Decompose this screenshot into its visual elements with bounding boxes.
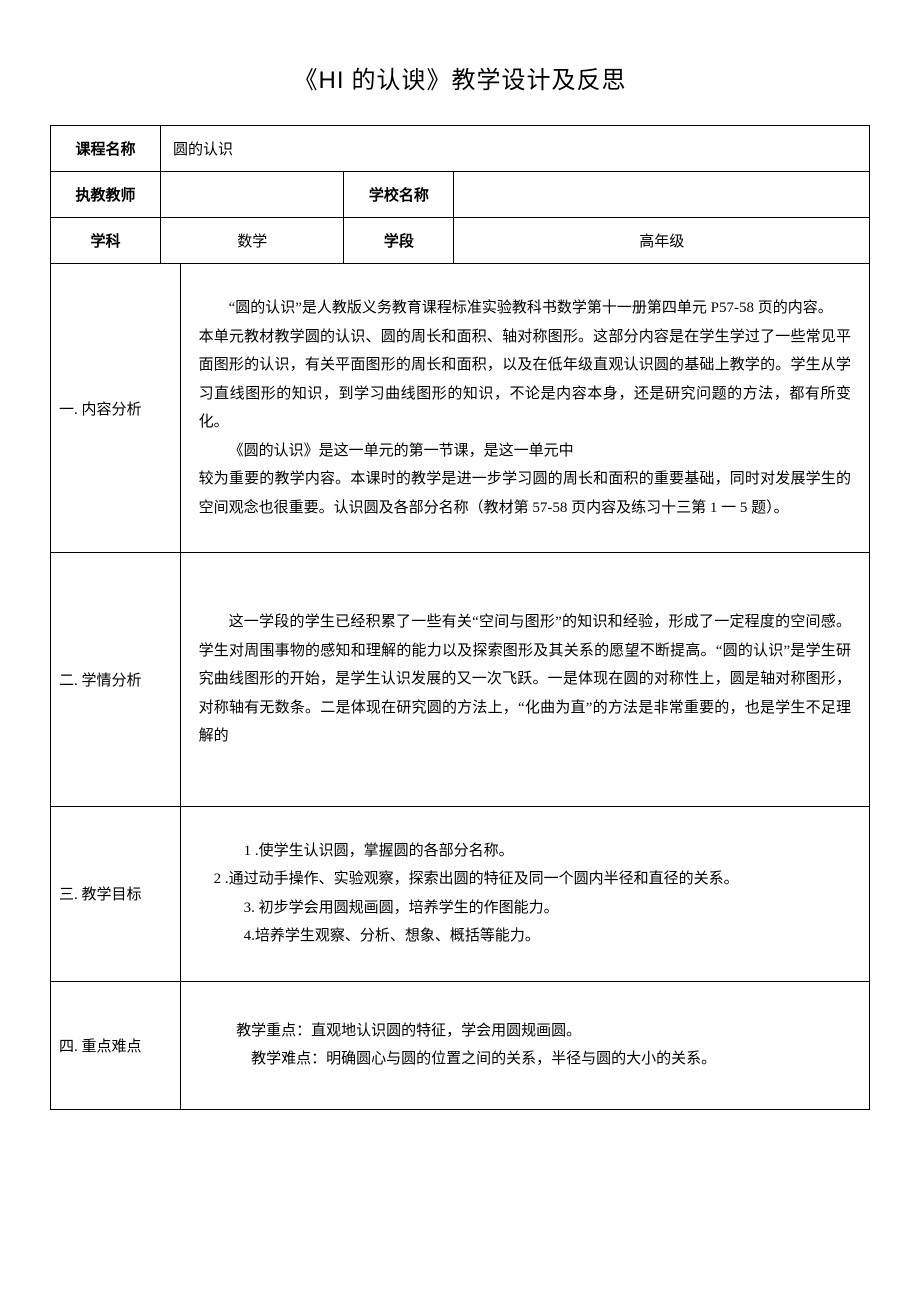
teaching-goals-body: 1 .使学生认识圆，掌握圆的各部分名称。 2 .通过动手操作、实验观察，探索出圆… [180, 806, 869, 981]
grade-value: 高年级 [454, 218, 870, 264]
key-points-body: 教学重点：直观地认识圆的特征，学会用圆规画圆。 教学难点：明确圆心与圆的位置之间… [180, 981, 869, 1109]
lesson-plan-table: 课程名称 圆的认识 执教教师 学校名称 学科 数学 学段 高年级 一. 内容分析… [50, 125, 870, 1110]
course-name-value: 圆的认识 [161, 126, 870, 172]
key-points-p1: 教学重点：直观地认识圆的特征，学会用圆规画圆。 [199, 1017, 851, 1046]
row-course-name: 课程名称 圆的认识 [51, 126, 870, 172]
key-points-label: 四. 重点难点 [51, 981, 181, 1109]
row-subject-grade: 学科 数学 学段 高年级 [51, 218, 870, 264]
content-analysis-label: 一. 内容分析 [51, 264, 181, 553]
subject-value: 数学 [161, 218, 344, 264]
title-prefix: 《 [294, 68, 319, 94]
teacher-label: 执教教师 [51, 172, 161, 218]
row-key-points: 四. 重点难点 教学重点：直观地认识圆的特征，学会用圆规画圆。 教学难点：明确圆… [51, 981, 870, 1109]
learner-analysis-p1: 这一学段的学生已经积累了一些有关“空间与图形”的知识和经验，形成了一定程度的空间… [199, 608, 851, 751]
document-title: 《HI 的认谀》教学设计及反思 [50, 60, 870, 95]
content-analysis-p1: “圆的认识”是人教版义务教育课程标准实验教科书数学第十一册第四单元 P57-58… [199, 294, 851, 323]
content-analysis-body: “圆的认识”是人教版义务教育课程标准实验教科书数学第十一册第四单元 P57-58… [180, 264, 869, 553]
row-teacher-school: 执教教师 学校名称 [51, 172, 870, 218]
row-teaching-goals: 三. 教学目标 1 .使学生认识圆，掌握圆的各部分名称。 2 .通过动手操作、实… [51, 806, 870, 981]
learner-analysis-label: 二. 学情分析 [51, 553, 181, 807]
teaching-goals-p4: 4.培养学生观察、分析、想象、概括等能力。 [199, 922, 851, 951]
title-suffix: 的认谀》教学设计及反思 [345, 68, 627, 94]
title-hi: HI [319, 67, 345, 94]
grade-label: 学段 [344, 218, 454, 264]
content-analysis-p4: 较为重要的教学内容。本课时的教学是进一步学习圆的周长和面积的重要基础，同时对发展… [199, 465, 851, 522]
content-analysis-p2: 本单元教材教学圆的认识、圆的周长和面积、轴对称图形。这部分内容是在学生学过了一些… [199, 323, 851, 437]
teaching-goals-p1: 1 .使学生认识圆，掌握圆的各部分名称。 [199, 837, 851, 866]
subject-label: 学科 [51, 218, 161, 264]
teaching-goals-p2: 2 .通过动手操作、实验观察，探索出圆的特征及同一个圆内半径和直径的关系。 [199, 865, 851, 894]
course-name-label: 课程名称 [51, 126, 161, 172]
school-value [454, 172, 870, 218]
learner-analysis-body: 这一学段的学生已经积累了一些有关“空间与图形”的知识和经验，形成了一定程度的空间… [180, 553, 869, 807]
content-analysis-p3: 《圆的认识》是这一单元的第一节课，是这一单元中 [199, 437, 851, 466]
row-content-analysis: 一. 内容分析 “圆的认识”是人教版义务教育课程标准实验教科书数学第十一册第四单… [51, 264, 870, 553]
teaching-goals-p3: 3. 初步学会用圆规画圆，培养学生的作图能力。 [199, 894, 851, 923]
key-points-p2: 教学难点：明确圆心与圆的位置之间的关系，半径与圆的大小的关系。 [199, 1045, 851, 1074]
teacher-value [161, 172, 344, 218]
school-label: 学校名称 [344, 172, 454, 218]
row-learner-analysis: 二. 学情分析 这一学段的学生已经积累了一些有关“空间与图形”的知识和经验，形成… [51, 553, 870, 807]
teaching-goals-label: 三. 教学目标 [51, 806, 181, 981]
